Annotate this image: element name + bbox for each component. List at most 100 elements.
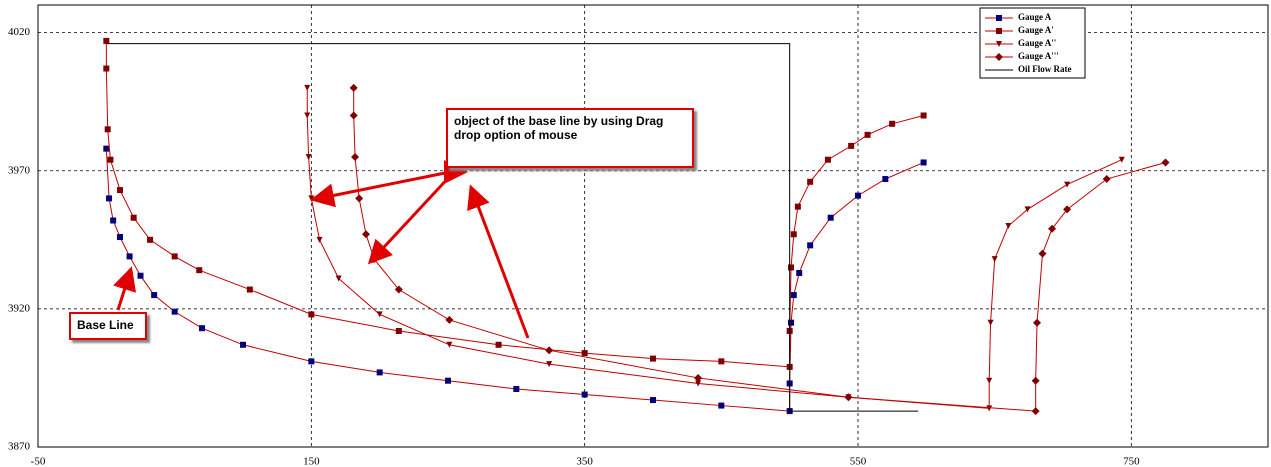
point (827, 214, 834, 221)
point (991, 256, 998, 263)
point (848, 142, 855, 149)
series-line (306, 87, 1122, 409)
point (126, 253, 133, 260)
arrows (113, 160, 530, 339)
point (920, 112, 927, 119)
x-tick-label: 350 (576, 456, 593, 467)
point (147, 236, 154, 243)
plot (103, 37, 1170, 416)
point (695, 380, 702, 387)
point (445, 377, 451, 384)
point (117, 187, 123, 194)
point (1048, 224, 1057, 233)
point (1038, 249, 1047, 258)
point (513, 385, 520, 392)
series-line (105, 148, 924, 412)
legend-label: Oil Flow Rate (1018, 64, 1072, 74)
point (987, 319, 994, 326)
point (355, 194, 364, 203)
point (1024, 206, 1031, 213)
point (864, 131, 871, 138)
point (351, 152, 360, 161)
point (788, 319, 795, 326)
point (376, 369, 383, 376)
point (1033, 318, 1042, 327)
point (824, 156, 831, 163)
annotation: Base Line (69, 312, 147, 340)
point (107, 156, 114, 163)
point (581, 391, 588, 398)
point (807, 242, 814, 249)
point (807, 178, 814, 185)
point (546, 361, 553, 368)
y-tick-label: 4020 (8, 26, 31, 38)
x-tick-label: 550 (850, 456, 867, 467)
point (495, 341, 502, 348)
point (790, 231, 797, 238)
x-tick-label: -50 (31, 456, 46, 467)
point (718, 358, 725, 365)
annotation: object of the base line by using Drag dr… (446, 108, 694, 168)
point (106, 195, 113, 202)
point (796, 269, 803, 276)
series-line (105, 40, 924, 368)
arrow (310, 170, 451, 208)
grid (37, 5, 1268, 448)
point (103, 145, 110, 152)
point (1063, 205, 1072, 214)
point (794, 203, 801, 210)
point (920, 159, 927, 166)
point (137, 272, 144, 279)
arrow (367, 172, 454, 265)
legend-marker (996, 41, 1002, 47)
legend-label: Gauge A (1018, 12, 1052, 22)
point (304, 84, 311, 91)
series-line (106, 43, 919, 412)
point (305, 153, 312, 160)
point (240, 341, 246, 348)
point (246, 286, 253, 293)
point (376, 311, 383, 318)
x-tick-label: 150 (303, 456, 320, 467)
point (349, 111, 358, 120)
point (882, 176, 889, 183)
point (788, 264, 795, 271)
point (110, 217, 117, 224)
point (694, 373, 703, 382)
point (394, 285, 403, 294)
point (335, 275, 342, 282)
legend-marker (996, 15, 1002, 21)
point (986, 377, 993, 384)
legend-label: Gauge A' (1018, 25, 1054, 35)
point (103, 65, 110, 72)
point (718, 402, 725, 409)
arrow (467, 184, 530, 339)
point (545, 346, 554, 355)
legend-label: Gauge A''' (1018, 51, 1059, 61)
point (1118, 156, 1125, 163)
point (104, 126, 111, 133)
point (199, 325, 205, 332)
point (130, 214, 137, 221)
point (1005, 223, 1012, 229)
point (151, 292, 158, 299)
point (855, 192, 861, 199)
point (316, 236, 323, 243)
point (196, 267, 203, 274)
point (1102, 175, 1111, 184)
point (650, 355, 656, 362)
legend: Gauge A Gauge A' Gauge A'' Gauge A''' Oil Fl… (979, 7, 1086, 79)
legend-label: Gauge A'' (1018, 38, 1056, 48)
point (395, 327, 402, 334)
arrow (113, 266, 137, 311)
point (1031, 376, 1040, 385)
point (171, 253, 178, 260)
point (445, 315, 454, 324)
legend-marker (996, 28, 1002, 34)
point (1161, 158, 1170, 167)
point (1064, 181, 1071, 188)
point (581, 350, 588, 357)
point (790, 292, 797, 299)
x-tick-label: 750 (1123, 456, 1140, 467)
